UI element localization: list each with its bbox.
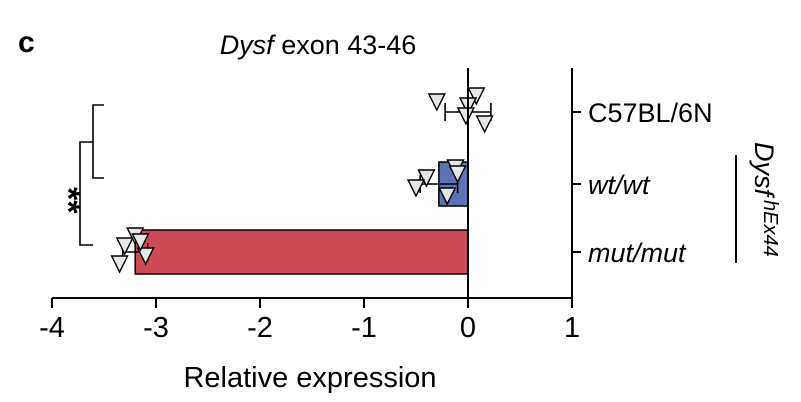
x-tick-label: -4 xyxy=(39,312,65,344)
data-point-2-2 xyxy=(136,247,155,266)
x-tick-label: -3 xyxy=(143,312,169,344)
significance-bracket xyxy=(79,104,104,246)
chart-title: Dysf exon 43-46 xyxy=(220,30,417,60)
data-point-0-4 xyxy=(427,93,446,112)
x-tick-label: -2 xyxy=(247,312,273,344)
chart-title-rest: exon 43-46 xyxy=(274,30,417,60)
bar-2 xyxy=(134,229,469,275)
panel-letter: c xyxy=(18,26,35,59)
data-point-2-3 xyxy=(110,255,129,274)
data-point-0-3 xyxy=(475,115,494,134)
x-tick-label: 0 xyxy=(460,312,476,344)
y-category-label: C57BL/6N xyxy=(588,98,713,128)
x-tick-label: -1 xyxy=(351,312,377,344)
y-category-label: mut/mut xyxy=(588,238,687,268)
outer-bracket xyxy=(79,141,93,246)
y-category-label: wt/wt xyxy=(588,170,651,200)
data-point-1-3 xyxy=(438,187,457,206)
data-point-1-2 xyxy=(406,179,426,198)
data-point-0-0 xyxy=(467,87,486,106)
data-point-1-4 xyxy=(448,165,467,184)
x-tick-label: 1 xyxy=(564,312,580,344)
x-axis-ticks: -4 -3 -2 -1 0 1 xyxy=(39,298,580,344)
significance-stars: ** xyxy=(49,187,87,214)
data-points-layer xyxy=(110,87,494,274)
group-label: DysfhEx44 xyxy=(749,142,781,257)
x-axis-label: Relative expression xyxy=(183,362,436,394)
group-label-base: Dysf xyxy=(749,142,779,198)
data-point-2-1 xyxy=(115,237,134,256)
group-label-superscript: hEx44 xyxy=(759,200,781,257)
data-point-2-4 xyxy=(131,233,150,252)
data-point-1-1 xyxy=(417,169,436,188)
chart-title-gene: Dysf xyxy=(220,30,276,60)
data-point-0-2 xyxy=(456,107,476,126)
inner-bracket xyxy=(92,104,104,179)
y-axis-categories: C57BL/6N wt/wt mut/mut xyxy=(572,98,713,268)
